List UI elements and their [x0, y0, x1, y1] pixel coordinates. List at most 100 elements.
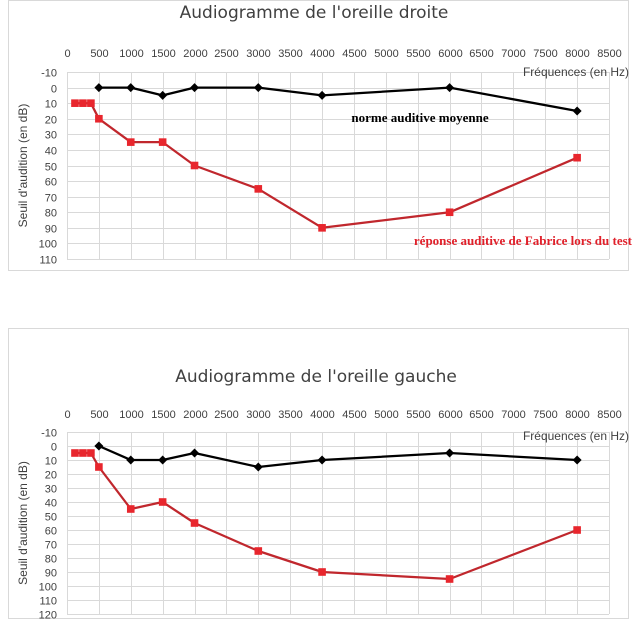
data-point [190, 161, 199, 170]
y-tick-label: 50 [45, 162, 57, 174]
y-tick-label: 100 [39, 239, 57, 251]
data-point [572, 455, 582, 465]
x-tick-label: 3500 [278, 48, 302, 60]
x-tick-label: 1000 [119, 409, 143, 421]
y-tick-label: 110 [39, 596, 57, 608]
y-tick-label: 50 [45, 512, 57, 524]
y-tick-label: 70 [45, 540, 57, 552]
x-tick-label: 5000 [374, 409, 398, 421]
x-tick-label: 6500 [469, 409, 493, 421]
x-tick-label: 7000 [501, 409, 525, 421]
data-point [254, 185, 263, 193]
x-tick-label: 4500 [342, 409, 366, 421]
series-line [98, 444, 578, 469]
data-point [190, 448, 200, 458]
y-tick-label: -10 [41, 68, 57, 80]
x-tick-label: 6500 [469, 48, 493, 60]
data-point [71, 449, 79, 457]
series-1 [94, 441, 582, 472]
x-tick-label: 2500 [214, 409, 238, 421]
y-tick-label: 40 [45, 146, 57, 158]
y-tick-label: 60 [45, 177, 57, 189]
x-tick-label: 4000 [310, 409, 334, 421]
series-line [75, 102, 578, 229]
x-tick-label: 5000 [374, 48, 398, 60]
data-point [79, 99, 87, 107]
y-tick-label: 10 [45, 99, 57, 111]
y-tick-label: 30 [45, 484, 57, 496]
x-tick-label: 7000 [501, 48, 525, 60]
y-tick-label: 20 [45, 115, 57, 127]
y-tick-label: 20 [45, 470, 57, 482]
x-tick-label: 3000 [246, 409, 270, 421]
data-point [71, 99, 79, 107]
series-2 [71, 99, 581, 232]
x-tick-label: 5500 [406, 48, 430, 60]
data-point [126, 83, 136, 93]
y-tick-label: 10 [45, 456, 57, 468]
data-point [190, 519, 199, 527]
data-point [254, 547, 263, 555]
data-point [158, 498, 167, 506]
data-point [317, 455, 327, 465]
data-point [318, 568, 326, 576]
y-tick-label: 90 [45, 568, 57, 580]
data-point [158, 138, 167, 146]
data-point [126, 505, 135, 513]
y-tick-label: 40 [45, 498, 57, 510]
x-tick-label: 3500 [278, 409, 302, 421]
data-point [126, 455, 136, 465]
data-point [79, 449, 87, 457]
data-point [190, 83, 200, 93]
data-point [158, 90, 168, 100]
data-point [87, 449, 95, 457]
y-tick-label: 80 [45, 208, 57, 220]
data-point [95, 463, 103, 471]
data-point [445, 575, 454, 583]
y-tick-label: 0 [51, 84, 57, 96]
data-point [445, 83, 455, 93]
series-line [98, 86, 578, 113]
data-point [445, 448, 455, 458]
data-point [572, 106, 582, 116]
x-tick-label: 500 [90, 48, 108, 60]
x-tick-label: 8000 [565, 48, 589, 60]
data-point [445, 208, 454, 217]
chart-title: Audiogramme de l'oreille droite [180, 3, 449, 23]
y-tick-label: 120 [39, 610, 57, 622]
y-axis-title: Seuil d'audition (en dB) [16, 461, 30, 585]
data-point [95, 114, 103, 123]
x-tick-label: 1000 [119, 48, 143, 60]
data-point [87, 99, 95, 107]
chart-2: Audiogramme de l'oreille gauche -10 0 10 20 3… [8, 328, 629, 622]
x-axis-title: Fréquences (en Hz) [523, 65, 629, 79]
y-tick-label: 30 [45, 130, 57, 142]
x-tick-label: 8000 [565, 409, 589, 421]
x-tick-label: 5500 [406, 409, 430, 421]
y-tick-label: -10 [41, 428, 57, 440]
series-2 [71, 449, 581, 583]
x-tick-label: 8500 [597, 409, 621, 421]
y-axis-title: Seuil d'audition (en dB) [16, 104, 30, 228]
data-point [318, 224, 326, 232]
y-tick-label: 100 [39, 582, 57, 594]
data-point [317, 90, 327, 100]
chart-frame [8, 0, 629, 271]
x-tick-label: 7500 [533, 409, 557, 421]
y-tick-label: 80 [45, 554, 57, 566]
data-point [94, 441, 104, 451]
x-tick-label: 6000 [438, 48, 462, 60]
y-tick-label: 110 [39, 255, 57, 267]
data-point [158, 455, 168, 465]
data-point [573, 526, 581, 534]
x-tick-label: 500 [90, 409, 108, 421]
x-tick-label: 3000 [246, 48, 270, 60]
y-tick-label: 0 [51, 442, 57, 454]
x-tick-label: 2500 [214, 48, 238, 60]
y-tick-label: 70 [45, 193, 57, 205]
data-point [253, 83, 263, 93]
x-axis-title: Fréquences (en Hz) [523, 429, 629, 443]
series-annotation: norme auditive moyenne [351, 110, 488, 125]
chart-1: Audiogramme de l'oreille droite -10 0 10 20 3… [8, 0, 633, 271]
